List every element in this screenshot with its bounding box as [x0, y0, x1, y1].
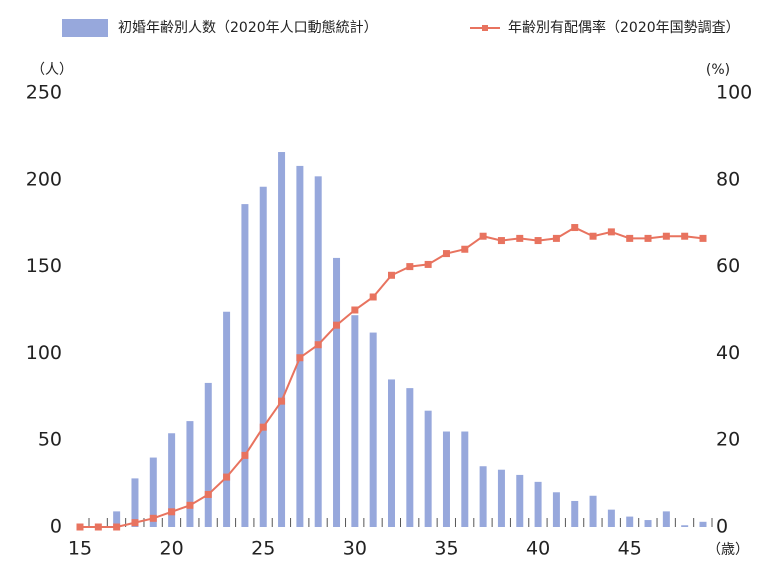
marker: [626, 234, 634, 242]
y-tick-label: 50: [38, 429, 62, 451]
marker: [186, 501, 194, 509]
bar: [113, 511, 121, 527]
bar: [571, 500, 579, 527]
bar: [351, 315, 359, 527]
y2-tick-label: 60: [716, 255, 740, 277]
marker: [369, 293, 377, 301]
marker: [149, 514, 157, 522]
marker: [278, 397, 286, 405]
bar: [644, 520, 652, 527]
bar: [479, 466, 487, 527]
marker: [534, 237, 542, 245]
legend-label: 年齢別有配偶率（2020年国勢調査）: [508, 19, 740, 36]
y2-axis-label: (%): [706, 62, 730, 78]
y2-tick-label: 20: [716, 429, 740, 451]
bar: [259, 186, 267, 527]
x-tick-label: 40: [526, 538, 550, 560]
marker: [442, 250, 450, 258]
y2-tick-label: 100: [716, 82, 752, 104]
y2-tick-label: 80: [716, 168, 740, 190]
bar: [333, 257, 341, 527]
marker: [168, 508, 176, 516]
marker: [461, 245, 469, 253]
x-axis-label: （歳）: [707, 542, 749, 558]
bar: [168, 433, 176, 527]
x-tick-label: 30: [343, 538, 367, 560]
marker: [607, 228, 615, 236]
marker: [662, 232, 670, 240]
marker: [644, 234, 652, 242]
y2-tick-label: 0: [716, 516, 728, 538]
marker: [113, 523, 121, 531]
marker: [552, 234, 560, 242]
bar: [626, 516, 634, 527]
bar: [278, 152, 286, 528]
bar: [314, 176, 322, 527]
x-tick-label: 35: [434, 538, 458, 560]
bar: [186, 421, 194, 527]
y-tick-label: 200: [26, 168, 62, 190]
y-tick-label: 100: [26, 342, 62, 364]
bar: [552, 492, 560, 527]
bar: [534, 481, 542, 527]
bar: [131, 478, 139, 527]
x-tick-label: 20: [160, 538, 184, 560]
marker: [571, 224, 579, 232]
bar: [204, 382, 212, 527]
bar: [607, 509, 615, 527]
bar: [442, 431, 450, 527]
marker: [223, 473, 231, 481]
bar: [223, 311, 231, 527]
bar: [461, 431, 469, 527]
bar: [662, 511, 670, 527]
marker: [406, 263, 414, 271]
marker: [479, 232, 487, 240]
y-tick-label: 250: [26, 82, 62, 104]
marker: [296, 354, 304, 362]
x-tick-label: 25: [251, 538, 275, 560]
marker: [589, 232, 597, 240]
y-axis-label: （人）: [31, 62, 73, 78]
bar: [497, 469, 505, 527]
marker: [76, 523, 84, 531]
y-tick-label: 150: [26, 255, 62, 277]
bar: [589, 495, 597, 527]
bar: [388, 379, 395, 527]
marker: [131, 519, 139, 527]
marker: [516, 234, 524, 242]
bar: [516, 474, 524, 527]
bar: [406, 388, 414, 527]
y2-tick-label: 40: [716, 342, 740, 364]
marker: [497, 237, 505, 245]
legend-label: 初婚年齢別人数（2020年人口動態統計）: [118, 19, 378, 36]
marker: [388, 271, 395, 279]
marker: [204, 490, 212, 498]
marker: [699, 234, 707, 242]
marker: [681, 232, 689, 240]
x-tick-label: 15: [68, 538, 92, 560]
bar: [699, 521, 707, 527]
bar: [149, 457, 157, 527]
x-tick-label: 45: [618, 538, 642, 560]
marker: [94, 523, 102, 531]
marker: [351, 306, 359, 314]
marker: [259, 423, 267, 431]
marker: [314, 341, 322, 349]
marker: [241, 451, 249, 459]
bar: [296, 165, 304, 528]
marker: [333, 321, 341, 329]
marker: [424, 260, 432, 268]
bar: [424, 410, 432, 527]
bar: [681, 525, 689, 527]
bar: [369, 332, 377, 527]
y-tick-label: 0: [50, 516, 62, 538]
legend-swatch: [62, 19, 108, 37]
bar: [241, 204, 249, 527]
legend-swatch: [482, 25, 488, 31]
